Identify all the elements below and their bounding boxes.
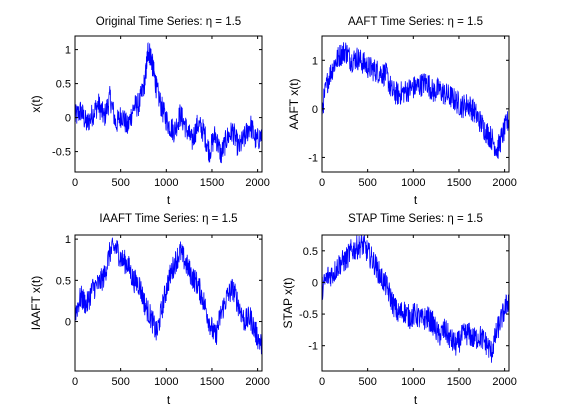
y-tick-label: 0 xyxy=(65,317,71,329)
y-tick-label: 1 xyxy=(312,55,318,67)
axes-frame xyxy=(321,35,510,173)
x-axis-label: t xyxy=(414,393,418,407)
chart-title: STAP Time Series: η = 1.5 xyxy=(348,213,483,225)
plot-area xyxy=(75,36,262,172)
x-tick-label: 1000 xyxy=(401,376,425,388)
y-tick-label: 1 xyxy=(65,234,71,246)
series-line xyxy=(75,42,262,164)
chart-title: AAFT Time Series: η = 1.5 xyxy=(348,16,483,28)
y-axis-label: STAP x(t) xyxy=(281,278,295,329)
y-axis-label: AAFT x(t) xyxy=(287,78,301,129)
axes-frame xyxy=(74,234,263,372)
x-tick-label: 0 xyxy=(319,177,325,189)
series-line xyxy=(75,237,262,355)
y-tick-label: 0 xyxy=(65,113,71,125)
y-tick-label: 0.5 xyxy=(56,275,71,287)
y-tick-label: 0.5 xyxy=(303,246,318,258)
x-tick-label: 1000 xyxy=(401,177,425,189)
x-axis-label: t xyxy=(167,193,171,207)
y-tick-label: 0 xyxy=(312,277,318,289)
panel-iaaft: IAAFT Time Series: η = 1.5 t IAAFT x(t) … xyxy=(29,213,270,407)
panel-stap: STAP Time Series: η = 1.5 t STAP x(t) 0 5… xyxy=(281,213,517,407)
x-tick-label: 1500 xyxy=(447,376,471,388)
x-tick-label: 0 xyxy=(72,177,78,189)
x-tick-label: 500 xyxy=(358,177,376,189)
series-line xyxy=(322,235,509,363)
y-tick-label: -0.5 xyxy=(52,147,71,159)
y-tick-label: 1 xyxy=(65,45,71,57)
plot-area xyxy=(322,235,509,371)
x-tick-label: 500 xyxy=(358,376,376,388)
x-axis-label: t xyxy=(167,393,171,407)
y-tick-label: -1 xyxy=(308,152,318,164)
chart-title: Original Time Series: η = 1.5 xyxy=(96,16,241,28)
x-axis-label: t xyxy=(414,193,418,207)
y-tick-label: -0.5 xyxy=(299,309,318,321)
x-tick-label: 2000 xyxy=(245,177,269,189)
x-tick-label: 2000 xyxy=(492,376,516,388)
panel-original: Original Time Series: η = 1.5 t x(t) 0 50… xyxy=(29,16,270,207)
panel-aaft: AAFT Time Series: η = 1.5 t AAFT x(t) 0 5… xyxy=(287,16,517,207)
y-tick-label: -1 xyxy=(308,341,318,353)
axes-frame xyxy=(74,35,263,173)
chart-title: IAAFT Time Series: η = 1.5 xyxy=(99,213,237,225)
x-tick-label: 500 xyxy=(111,376,129,388)
y-axis-label: x(t) xyxy=(29,95,43,112)
x-tick-label: 1500 xyxy=(200,177,224,189)
y-tick-label: 0.5 xyxy=(56,79,71,91)
x-tick-label: 2000 xyxy=(245,376,269,388)
x-tick-label: 1500 xyxy=(200,376,224,388)
plot-area xyxy=(75,235,262,371)
y-axis-label: IAAFT x(t) xyxy=(29,276,43,330)
y-tick-label: 0 xyxy=(312,104,318,116)
x-tick-label: 1000 xyxy=(154,376,178,388)
plot-area xyxy=(322,36,509,172)
x-tick-label: 2000 xyxy=(492,177,516,189)
x-tick-label: 0 xyxy=(319,376,325,388)
axes-frame xyxy=(321,234,510,372)
x-tick-label: 500 xyxy=(111,177,129,189)
x-tick-label: 0 xyxy=(72,376,78,388)
x-tick-label: 1000 xyxy=(154,177,178,189)
series-line xyxy=(322,42,509,159)
x-tick-label: 1500 xyxy=(447,177,471,189)
